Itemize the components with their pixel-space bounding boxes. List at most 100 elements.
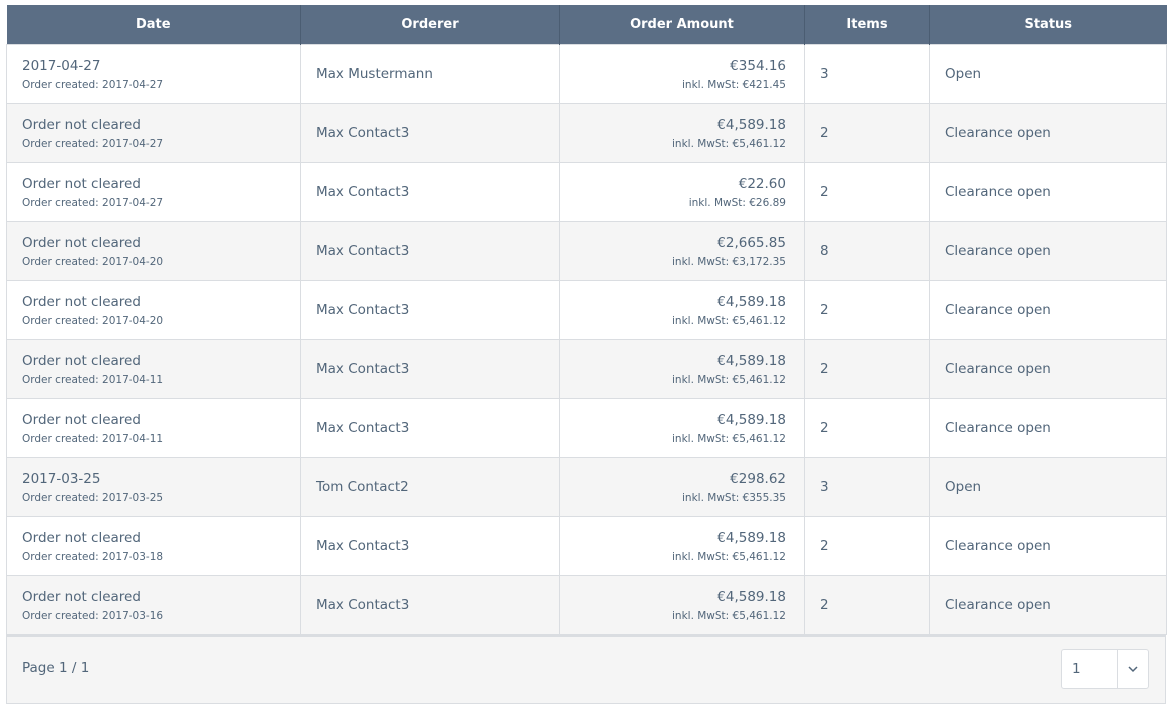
status-cell: Clearance open (929, 280, 1167, 340)
created-date: Order created: 2017-04-20 (22, 255, 164, 268)
date-cell: Order not cleared Order created: 2017-04-… (6, 162, 301, 222)
date-cell: Order not cleared Order created: 2017-04-… (6, 221, 301, 281)
date: 2017-03-25 (22, 470, 101, 487)
amount: €4,589.18 (717, 529, 786, 546)
amount-cell: €4,589.18 inkl. MwSt: €5,461.12 (559, 398, 805, 458)
status-cell: Clearance open (929, 339, 1167, 399)
order-row: Order not cleared Order created: 2017-03-… (6, 575, 1167, 635)
column-header: Date (6, 5, 301, 45)
created-date: Order created: 2017-04-20 (22, 314, 164, 327)
amount: €22.60 (738, 175, 786, 192)
amount-cell: €4,589.18 inkl. MwSt: €5,461.12 (559, 516, 805, 576)
page-select[interactable]: 1 (1061, 649, 1149, 689)
date-cell: 2017-04-27 Order created: 2017-04-27 (6, 44, 301, 104)
amount: €4,589.18 (717, 352, 786, 369)
items-cell: 3 (804, 44, 930, 104)
amount-with-tax: inkl. MwSt: €355.35 (682, 491, 786, 504)
orderer-cell: Max Contact3 (300, 280, 560, 340)
date: 2017-04-27 (22, 57, 101, 74)
page-select-value: 1 (1072, 661, 1081, 677)
date: Order not cleared (22, 352, 141, 369)
date: Order not cleared (22, 293, 141, 310)
amount-with-tax: inkl. MwSt: €5,461.12 (672, 550, 786, 563)
created-date: Order created: 2017-04-27 (22, 78, 164, 91)
page-info: Page 1 / 1 (22, 660, 90, 676)
date-cell: Order not cleared Order created: 2017-04-… (6, 398, 301, 458)
column-header: Order Amount (559, 5, 805, 45)
orderer-cell: Max Contact3 (300, 575, 560, 635)
orders-table: Date Orderer Order Amount Items Status 2017-… (6, 5, 1167, 704)
amount-with-tax: inkl. MwSt: €5,461.12 (672, 609, 786, 622)
amount-cell: €22.60 inkl. MwSt: €26.89 (559, 162, 805, 222)
amount: €2,665.85 (717, 234, 786, 251)
orderer-cell: Max Mustermann (300, 44, 560, 104)
status-cell: Clearance open (929, 221, 1167, 281)
orderer-cell: Max Contact3 (300, 516, 560, 576)
order-row: Order not cleared Order created: 2017-04-… (6, 280, 1167, 340)
date: Order not cleared (22, 116, 141, 133)
created-date: Order created: 2017-04-27 (22, 137, 164, 150)
status-cell: Open (929, 44, 1167, 104)
date-cell: Order not cleared Order created: 2017-04-… (6, 280, 301, 340)
chevron-icon (1128, 666, 1138, 673)
order-row: Order not cleared Order created: 2017-03-… (6, 516, 1167, 576)
amount: €4,589.18 (717, 116, 786, 133)
amount-with-tax: inkl. MwSt: €3,172.35 (672, 255, 786, 268)
order-row: Order not cleared Order created: 2017-04-… (6, 162, 1167, 222)
amount-with-tax: inkl. MwSt: €5,461.12 (672, 137, 786, 150)
amount-cell: €4,589.18 inkl. MwSt: €5,461.12 (559, 339, 805, 399)
date-cell: Order not cleared Order created: 2017-04-… (6, 339, 301, 399)
created-date: Order created: 2017-04-11 (22, 432, 164, 445)
orderer-cell: Max Contact3 (300, 398, 560, 458)
order-row: Order not cleared Order created: 2017-04-… (6, 221, 1167, 281)
select-toggle[interactable] (1117, 650, 1148, 688)
order-row: 2017-04-27 Order created: 2017-04-27 Max M… (6, 44, 1167, 104)
order-row: Order not cleared Order created: 2017-04-… (6, 398, 1167, 458)
amount-with-tax: inkl. MwSt: €5,461.12 (672, 373, 786, 386)
date: Order not cleared (22, 529, 141, 546)
items-cell: 2 (804, 398, 930, 458)
column-header: Items (804, 5, 930, 45)
date-cell: Order not cleared Order created: 2017-03-… (6, 516, 301, 576)
amount-with-tax: inkl. MwSt: €421.45 (682, 78, 786, 91)
orderer-cell: Max Contact3 (300, 162, 560, 222)
date: Order not cleared (22, 588, 141, 605)
table-head: Date Orderer Order Amount Items Status (6, 5, 1167, 45)
amount: €298.62 (730, 470, 786, 487)
date: Order not cleared (22, 411, 141, 428)
items-cell: 2 (804, 103, 930, 163)
amount-with-tax: inkl. MwSt: €5,461.12 (672, 432, 786, 445)
status-cell: Clearance open (929, 575, 1167, 635)
order-row: Order not cleared Order created: 2017-04-… (6, 103, 1167, 163)
amount-with-tax: inkl. MwSt: €5,461.12 (672, 314, 786, 327)
amount-cell: €4,589.18 inkl. MwSt: €5,461.12 (559, 103, 805, 163)
date-cell: Order not cleared Order created: 2017-03-… (6, 575, 301, 635)
amount-cell: €354.16 inkl. MwSt: €421.45 (559, 44, 805, 104)
column-header: Orderer (300, 5, 560, 45)
orderer-cell: Tom Contact2 (300, 457, 560, 517)
status-cell: Clearance open (929, 162, 1167, 222)
orderer-cell: Max Contact3 (300, 339, 560, 399)
items-cell: 8 (804, 221, 930, 281)
items-cell: 2 (804, 339, 930, 399)
amount: €4,589.18 (717, 411, 786, 428)
amount-cell: €4,589.18 inkl. MwSt: €5,461.12 (559, 575, 805, 635)
table-body: 2017-04-27 Order created: 2017-04-27 Max M… (6, 44, 1167, 635)
created-date: Order created: 2017-03-18 (22, 550, 164, 563)
created-date: Order created: 2017-04-11 (22, 373, 164, 386)
created-date: Order created: 2017-04-27 (22, 196, 164, 209)
amount-cell: €298.62 inkl. MwSt: €355.35 (559, 457, 805, 517)
created-date: Order created: 2017-03-25 (22, 491, 164, 504)
date: Order not cleared (22, 175, 141, 192)
amount-cell: €4,589.18 inkl. MwSt: €5,461.12 (559, 280, 805, 340)
order-row: 2017-03-25 Order created: 2017-03-25 Tom C… (6, 457, 1167, 517)
status-cell: Clearance open (929, 103, 1167, 163)
amount-with-tax: inkl. MwSt: €26.89 (688, 196, 786, 209)
items-cell: 3 (804, 457, 930, 517)
header-row: Date Orderer Order Amount Items Status (6, 5, 1167, 45)
date: Order not cleared (22, 234, 141, 251)
column-header: Status (929, 5, 1167, 45)
amount: €354.16 (730, 57, 786, 74)
status-cell: Open (929, 457, 1167, 517)
